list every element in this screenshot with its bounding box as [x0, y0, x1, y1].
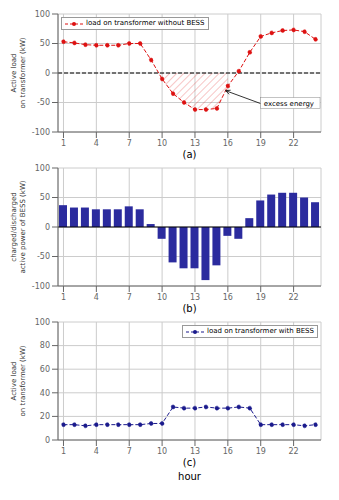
- svg-text:19: 19: [256, 293, 266, 302]
- svg-text:1: 1: [61, 139, 66, 148]
- svg-text:22: 22: [289, 447, 299, 456]
- svg-text:40: 40: [40, 389, 50, 398]
- svg-text:Active loadon transformer (kW): Active loadon transformer (kW): [10, 345, 27, 416]
- svg-text:100: 100: [35, 164, 50, 173]
- svg-text:50: 50: [40, 39, 50, 48]
- svg-text:10: 10: [157, 293, 167, 302]
- svg-text:7: 7: [127, 293, 132, 302]
- svg-text:4: 4: [94, 293, 99, 302]
- svg-text:13: 13: [190, 139, 200, 148]
- svg-text:-50: -50: [37, 252, 50, 261]
- html-text:(a): (a): [182, 149, 197, 160]
- svg-text:10: 10: [157, 139, 167, 148]
- svg-text:-50: -50: [37, 98, 50, 107]
- svg-text:20: 20: [40, 412, 50, 421]
- svg-text:19: 19: [256, 447, 266, 456]
- svg-text:-100: -100: [32, 282, 50, 291]
- svg-text:7: 7: [127, 447, 132, 456]
- svg-text:4: 4: [94, 447, 99, 456]
- svg-text:100: 100: [35, 10, 50, 19]
- svg-text:0: 0: [45, 436, 50, 445]
- svg-text:16: 16: [223, 447, 233, 456]
- svg-text:16: 16: [223, 139, 233, 148]
- svg-text:charged/dischargedactive power: charged/dischargedactive power of BESS (…: [10, 180, 27, 273]
- html-text:load on transformer without BE: load on transformer without BESS: [86, 19, 205, 27]
- html-text:hour: hour: [178, 471, 201, 482]
- svg-text:1: 1: [61, 447, 66, 456]
- svg-text:13: 13: [190, 293, 200, 302]
- html-text:(b): (b): [182, 303, 197, 314]
- svg-text:16: 16: [223, 293, 233, 302]
- svg-text:10: 10: [157, 447, 167, 456]
- html-text:(c): (c): [182, 457, 197, 468]
- svg-text:13: 13: [190, 447, 200, 456]
- html-text:load on transformer with BESS: load on transformer with BESS: [207, 327, 314, 335]
- svg-text:60: 60: [40, 365, 50, 374]
- svg-text:22: 22: [289, 293, 299, 302]
- svg-text:19: 19: [256, 139, 266, 148]
- svg-text:100: 100: [35, 318, 50, 327]
- svg-text:1: 1: [61, 293, 66, 302]
- svg-text:22: 22: [289, 139, 299, 148]
- svg-text:4: 4: [94, 139, 99, 148]
- svg-text:7: 7: [127, 139, 132, 148]
- svg-text:80: 80: [40, 341, 50, 350]
- svg-text:Active loadon transformer (kW): Active loadon transformer (kW): [10, 37, 27, 108]
- svg-text:excess energy: excess energy: [264, 100, 314, 108]
- svg-text:-100: -100: [32, 128, 50, 137]
- svg-text:50: 50: [40, 193, 50, 202]
- svg-text:0: 0: [45, 69, 50, 78]
- svg-text:0: 0: [45, 223, 50, 232]
